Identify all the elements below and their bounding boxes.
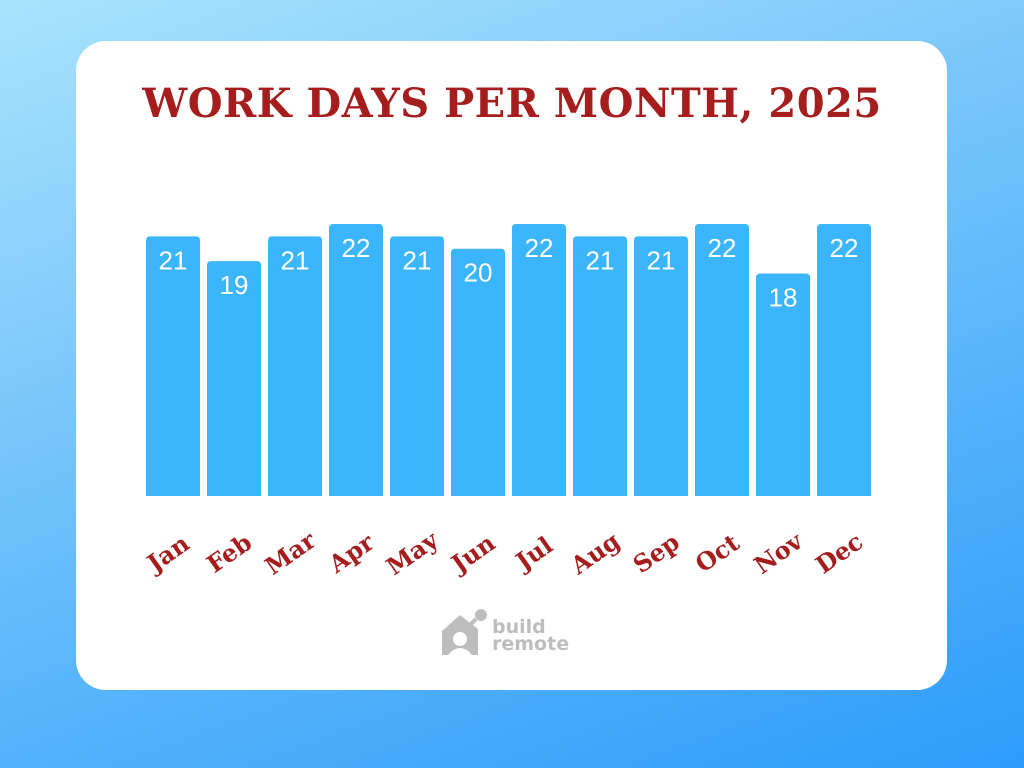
data-label: 20 bbox=[464, 258, 493, 288]
logo-text-remote: remote bbox=[492, 633, 570, 655]
data-label: 19 bbox=[220, 270, 249, 300]
chart-title: WORK DAYS PER MONTH, 2025 bbox=[142, 80, 882, 127]
bar-feb bbox=[207, 261, 261, 496]
x-tick-label: Jan bbox=[140, 528, 195, 578]
x-tick-label: Oct bbox=[690, 528, 745, 578]
logo-text-build: build bbox=[492, 616, 546, 638]
bar-sep bbox=[634, 236, 688, 496]
data-label: 22 bbox=[525, 233, 554, 263]
data-label: 21 bbox=[159, 245, 188, 275]
data-label: 22 bbox=[708, 233, 737, 263]
data-label: 22 bbox=[342, 233, 371, 263]
bar-jun bbox=[451, 248, 505, 496]
data-label: 18 bbox=[769, 282, 798, 312]
x-tick-label: Nov bbox=[749, 526, 809, 580]
bar-dec bbox=[817, 224, 871, 496]
x-tick-label: Sep bbox=[628, 527, 685, 579]
data-label: 21 bbox=[647, 245, 676, 275]
x-tick-label: Mar bbox=[259, 525, 321, 580]
x-tick-label: Jun bbox=[444, 528, 500, 579]
bar-apr bbox=[329, 224, 383, 496]
bar-mar bbox=[268, 236, 322, 496]
bar-nov bbox=[756, 273, 810, 496]
data-label: 22 bbox=[830, 233, 859, 263]
buildremote-logo: build remote bbox=[440, 605, 580, 660]
x-tick-label: Feb bbox=[201, 527, 257, 578]
house-icon bbox=[442, 609, 487, 655]
x-tick-label: Aug bbox=[564, 526, 625, 581]
data-label: 21 bbox=[281, 245, 310, 275]
bar-aug bbox=[573, 236, 627, 496]
bar-jul bbox=[512, 224, 566, 496]
data-label: 21 bbox=[586, 245, 615, 275]
x-tick-label: Jul bbox=[509, 530, 558, 577]
bar-jan bbox=[146, 236, 200, 496]
x-tick-label: Dec bbox=[810, 527, 868, 580]
bar-oct bbox=[695, 224, 749, 496]
data-label: 21 bbox=[403, 245, 432, 275]
bar-may bbox=[390, 236, 444, 496]
x-tick-label: May bbox=[381, 524, 444, 581]
x-tick-label: Apr bbox=[322, 527, 379, 579]
